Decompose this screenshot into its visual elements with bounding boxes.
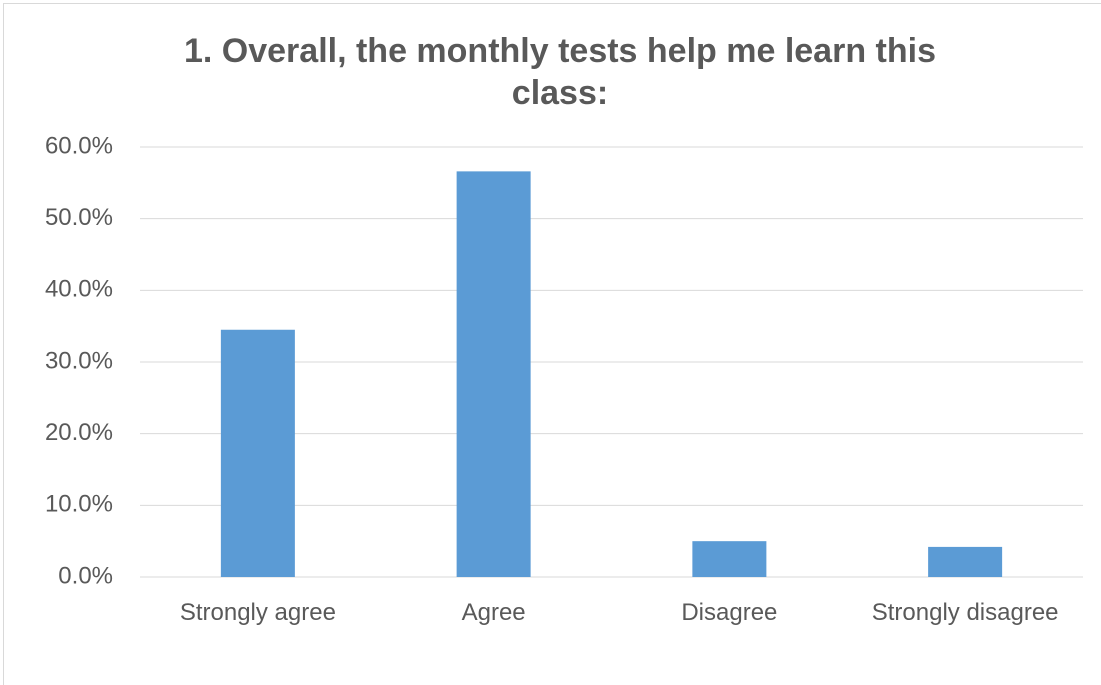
y-tick-label: 40.0%	[45, 276, 113, 303]
x-tick-label: Strongly disagree	[871, 599, 1059, 626]
bar	[220, 329, 295, 577]
chart-border	[3, 3, 1101, 685]
y-tick-label: 50.0%	[45, 204, 113, 231]
x-tick-label: Strongly agree	[179, 599, 336, 626]
x-tick-label: Agree	[461, 599, 526, 626]
chart-title: 1. Overall, the monthly tests help me le…	[183, 32, 936, 112]
y-tick-label: 0.0%	[58, 562, 113, 589]
x-tick-label: Disagree	[681, 599, 778, 626]
y-tick-label: 20.0%	[45, 419, 113, 446]
bar	[692, 541, 767, 577]
bar	[928, 546, 1003, 577]
y-tick-label: 60.0%	[45, 132, 113, 159]
y-tick-label: 30.0%	[45, 347, 113, 374]
bar	[456, 171, 531, 577]
y-tick-label: 10.0%	[45, 491, 113, 518]
